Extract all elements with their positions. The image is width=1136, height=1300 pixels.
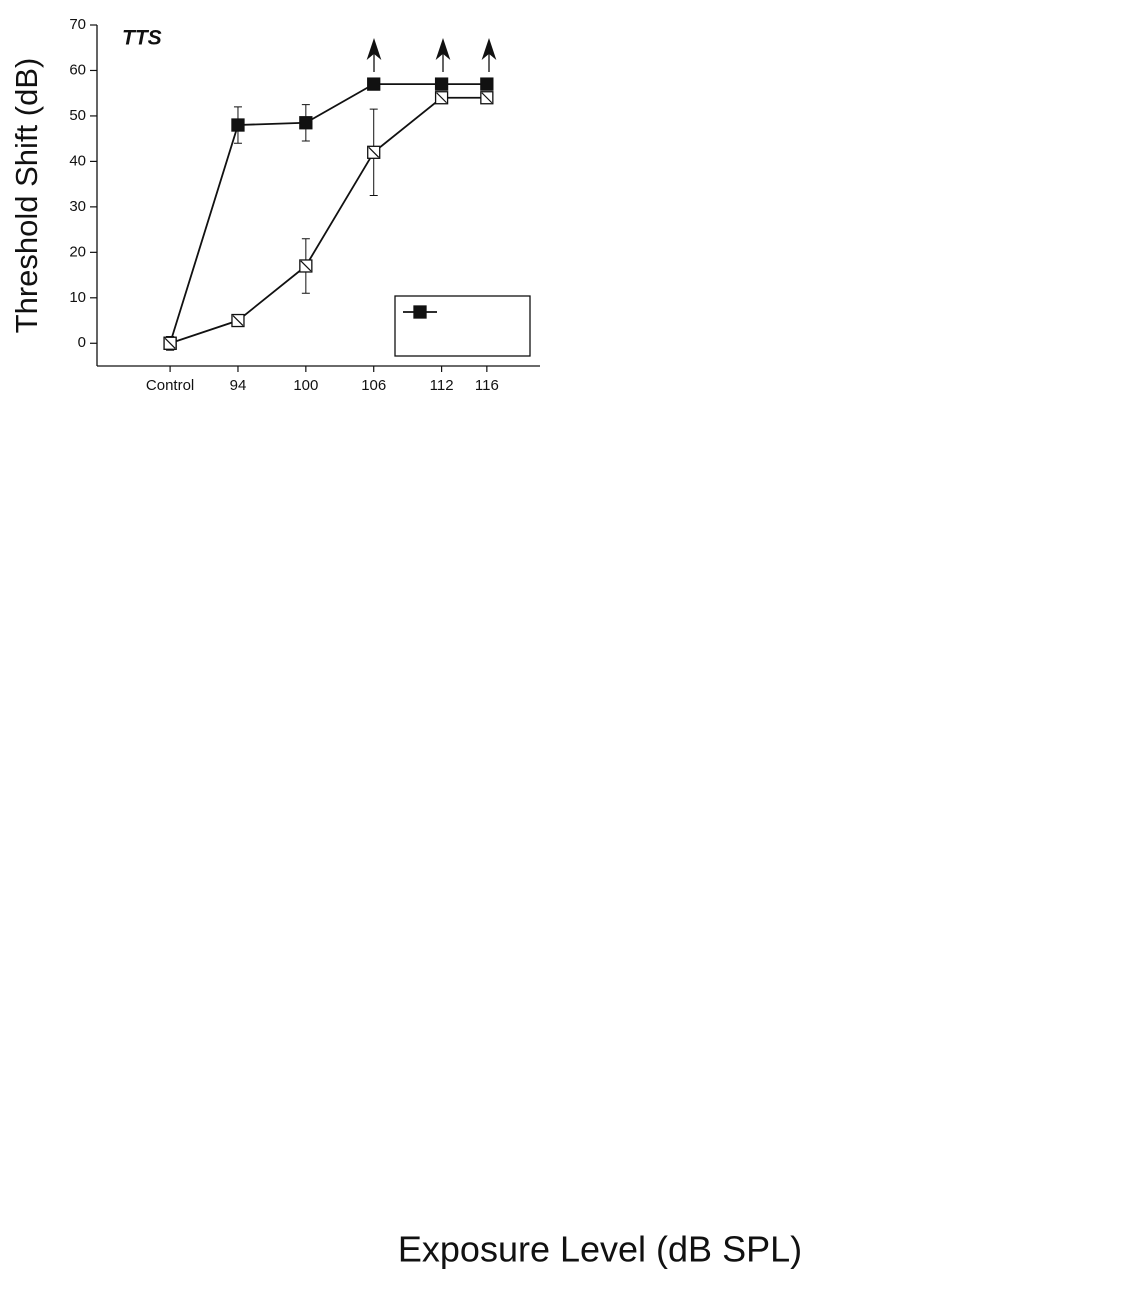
y-tick-label: 40 [69,152,86,169]
marker-hatch [481,92,493,104]
series-line [169,96,487,345]
marker-hatch [436,92,448,104]
x-tick-label: 94 [230,377,247,394]
arrow-head [366,37,382,60]
x-axis-label: Exposure Level (dB SPL) [398,1229,802,1270]
x-tick-label: 116 [475,377,499,394]
marker-hatch [232,315,244,326]
x-tick-label: 100 [293,377,318,394]
chart-title: TTS [122,27,162,50]
arrow-head [435,37,451,60]
legend-box [394,295,531,357]
marker [231,118,245,132]
y-tick-label: 50 [69,107,86,124]
y-tick-label: 0 [78,334,86,351]
marker [413,305,427,319]
marker [480,77,494,91]
marker-hatch [368,146,380,158]
y-tick-label: 20 [69,243,86,260]
y-tick-label: 60 [69,61,86,78]
panel: 0 10 20 30 40 50 60 70 Control 94 100 106 112 116 TTS T… [9,16,540,394]
series-line [169,83,487,344]
x-tick-label: 112 [430,377,454,394]
y-axis-label: Threshold Shift (dB) [9,58,44,334]
y-tick-label: 70 [69,16,86,33]
y-tick-label: 10 [69,289,86,306]
marker [299,116,313,130]
marker-hatch [164,337,176,349]
arrow-head [481,37,497,60]
y-tick-label: 30 [69,198,86,215]
x-tick-label: Control [146,377,194,394]
marker-hatch [300,260,312,272]
marker [434,77,449,91]
marker [367,77,381,91]
x-tick-label: 106 [361,377,386,394]
arrows [366,37,497,72]
